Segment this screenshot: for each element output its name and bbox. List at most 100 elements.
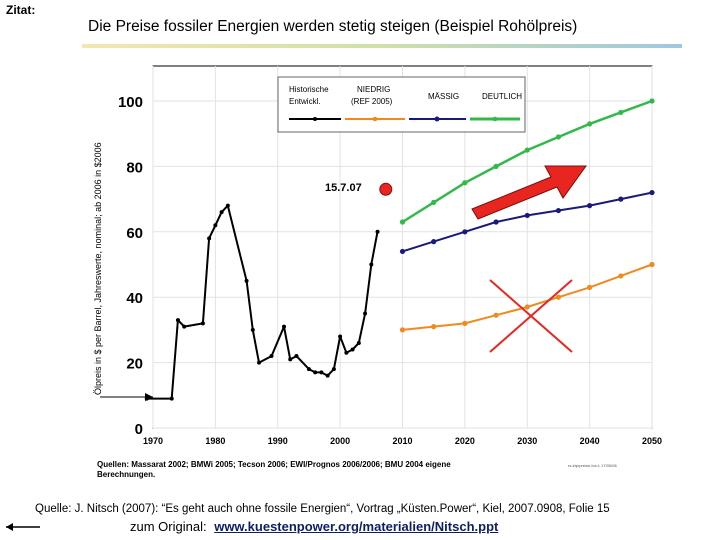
data-point-deutlich: [618, 109, 624, 116]
data-point-historical: [200, 321, 205, 326]
legend: Historische Entwickl. NIEDRIG (REF 2005)…: [277, 76, 526, 133]
data-point-historical: [244, 278, 249, 283]
title-underline-decoration: [82, 44, 682, 48]
data-point-maessig: [649, 189, 655, 196]
x-tick-label: 2000: [330, 436, 350, 446]
cross-line-2: [489, 279, 573, 353]
data-point-deutlich: [649, 98, 655, 104]
y-axis-description: Ölpreis in $ per Barrel, Jahreswerte, no…: [93, 142, 103, 395]
data-point-historical: [325, 373, 330, 378]
y-tick-label: 0: [135, 421, 143, 438]
data-point-historical: [344, 350, 349, 355]
y-tick-label: 40: [126, 290, 143, 307]
x-tick-label: 2020: [455, 436, 475, 446]
x-tick-label: 2050: [642, 436, 662, 446]
legend-historical-label-2: Entwickl.: [289, 97, 321, 106]
data-point-historical: [219, 210, 224, 215]
legend-maessig-marker: [434, 116, 440, 122]
chart-sources: Quellen: Massarat 2002; BMWi 2005; Tecso…: [97, 460, 451, 479]
legend-historical-marker: [313, 117, 317, 121]
data-point-historical: [319, 370, 324, 375]
data-point-historical: [356, 340, 361, 345]
data-point-historical: [294, 354, 299, 359]
data-point-maessig: [493, 219, 499, 225]
legend-deutlich-marker: [492, 116, 498, 122]
data-point-historical: [169, 396, 174, 401]
data-point-deutlich: [493, 163, 499, 169]
rising-trend-arrow: [471, 165, 587, 220]
legend-deutlich-label: DEUTLICH: [482, 92, 522, 101]
data-point-maessig: [399, 248, 406, 255]
data-point-historical: [250, 327, 255, 332]
cross-out-mark: [489, 279, 573, 353]
data-point-historical: [257, 360, 262, 365]
data-point-niedrig: [462, 320, 468, 326]
data-point-historical: [288, 357, 293, 362]
back-arrow-icon[interactable]: [4, 522, 44, 532]
data-point-niedrig: [649, 261, 655, 268]
data-point-historical: [350, 347, 355, 352]
legend-niedrig-marker: [372, 116, 378, 122]
data-point-niedrig: [399, 327, 406, 333]
y-tick-labels: 0 20 40 60 80 100: [118, 94, 143, 438]
x-tick-label: 1980: [205, 436, 225, 446]
date-annotation-label: 15.7.07: [325, 182, 362, 194]
legend-niedrig-label-1: NIEDRIG: [357, 85, 390, 94]
data-point-historical: [207, 236, 212, 241]
y-tick-label: 100: [118, 94, 143, 111]
data-point-maessig: [618, 196, 624, 202]
legend-niedrig-label-2: (REF 2005): [351, 97, 393, 106]
data-point-historical: [213, 223, 218, 228]
source-citation: Quelle: J. Nitsch (2007): “Es geht auch …: [35, 503, 610, 515]
data-point-historical: [281, 324, 286, 329]
data-point-deutlich: [587, 121, 593, 127]
data-point-niedrig: [618, 273, 624, 279]
data-point-historical: [269, 354, 274, 359]
data-point-historical: [225, 203, 230, 208]
x-tick-label: 1970: [143, 436, 163, 446]
data-point-maessig: [462, 229, 468, 235]
data-point-niedrig: [431, 324, 437, 330]
series-line-historical: [146, 204, 379, 400]
data-point-niedrig: [493, 312, 499, 318]
data-point-historical: [175, 318, 180, 323]
x-tick-labels: 1970 1980 1990 2000 2010 2020 2030 2040 2050: [143, 436, 662, 446]
data-point-niedrig: [524, 304, 530, 310]
original-link-line: zum Original: www.kuestenpower.org/mater…: [130, 519, 498, 534]
data-point-deutlich: [555, 134, 562, 140]
legend-historical-label-1: Historische: [289, 85, 329, 94]
data-point-niedrig: [555, 294, 562, 300]
chart-title: Die Preise fossiler Energien werden stet…: [88, 18, 578, 35]
x-tick-label: 1990: [268, 436, 288, 446]
axis-pointer-head: [145, 393, 153, 401]
series-layer: [144, 98, 655, 401]
data-point-historical: [331, 367, 336, 372]
data-point-deutlich: [399, 219, 406, 225]
y-tick-label: 20: [126, 356, 143, 373]
y-tick-label: 60: [126, 225, 143, 242]
data-point-deutlich: [524, 147, 530, 153]
chart-small-code: rs-ktprpreise-lcs-t; 17/05/06: [568, 463, 617, 468]
data-point-niedrig: [587, 284, 593, 290]
data-point-maessig: [524, 212, 530, 219]
zitat-label: Zitat:: [6, 3, 36, 17]
x-tick-label: 2010: [392, 436, 412, 446]
data-point-historical: [369, 262, 374, 267]
data-point-historical: [375, 229, 380, 234]
data-point-maessig: [555, 207, 562, 214]
legend-maessig-label: MÄSSIG: [428, 92, 459, 101]
data-point-historical: [313, 370, 318, 375]
legend-box: [277, 76, 526, 133]
x-tick-label: 2040: [580, 436, 600, 446]
data-point-deutlich: [431, 199, 437, 205]
original-link[interactable]: www.kuestenpower.org/materialien/Nitsch.…: [214, 519, 499, 534]
data-point-historical: [306, 367, 311, 372]
data-point-historical: [182, 324, 187, 329]
data-point-deutlich: [462, 180, 468, 186]
date-annotation-marker: [379, 182, 393, 196]
data-point-historical: [363, 311, 368, 316]
original-prefix: zum Original:: [130, 519, 207, 534]
data-point-maessig: [587, 203, 593, 209]
data-point-historical: [338, 334, 343, 339]
